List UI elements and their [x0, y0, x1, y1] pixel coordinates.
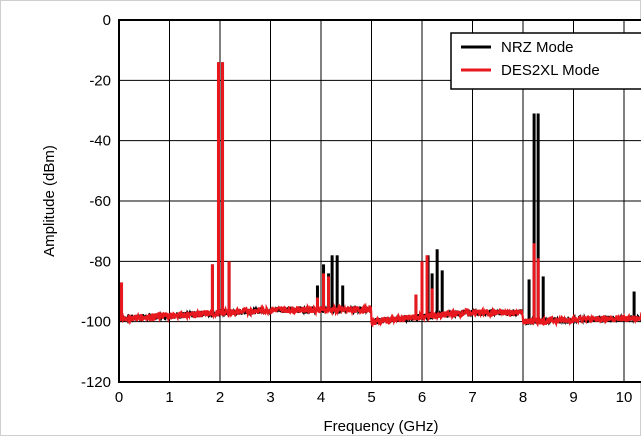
- legend-label-nrz: NRZ Mode: [501, 39, 574, 56]
- x-tick-label: 8: [519, 389, 527, 406]
- x-tick-label: 10: [616, 389, 633, 406]
- legend: NRZ Mode DES2XL Mode: [450, 32, 641, 90]
- x-tick-label: 4: [317, 389, 325, 406]
- y-tick-label: -80: [89, 253, 111, 270]
- x-tick-label: 9: [569, 389, 577, 406]
- y-tick-label: 0: [103, 12, 111, 29]
- x-tick-label: 6: [418, 389, 426, 406]
- legend-box: [450, 32, 641, 90]
- y-tick-label: -40: [89, 133, 111, 150]
- x-tick-label: 7: [468, 389, 476, 406]
- plot-frame: [118, 19, 641, 383]
- traces: [117, 62, 641, 328]
- x-tick-label: 2: [216, 389, 224, 406]
- x-axis-title: Frequency (GHz): [323, 418, 438, 435]
- y-tick-label: -60: [89, 193, 111, 210]
- series-des2xl: [117, 62, 641, 328]
- noise-floor-line: [117, 302, 641, 328]
- legend-label-des2xl: DES2XL Mode: [501, 62, 600, 79]
- y-tick-label: -20: [89, 72, 111, 89]
- y-axis-title: Amplitude (dBm): [41, 145, 58, 257]
- x-tick-label: 5: [367, 389, 375, 406]
- y-axis-ticks: 0 -20 -40 -60 -80 -100 -120: [81, 12, 111, 391]
- x-tick-label: 0: [115, 389, 123, 406]
- y-tick-label: -120: [81, 374, 111, 391]
- y-tick-label: -100: [81, 314, 111, 331]
- x-tick-label: 1: [165, 389, 173, 406]
- x-axis-ticks: 0 1 2 3 4 5 6 7 8 9 10: [115, 389, 633, 406]
- x-tick-label: 3: [266, 389, 274, 406]
